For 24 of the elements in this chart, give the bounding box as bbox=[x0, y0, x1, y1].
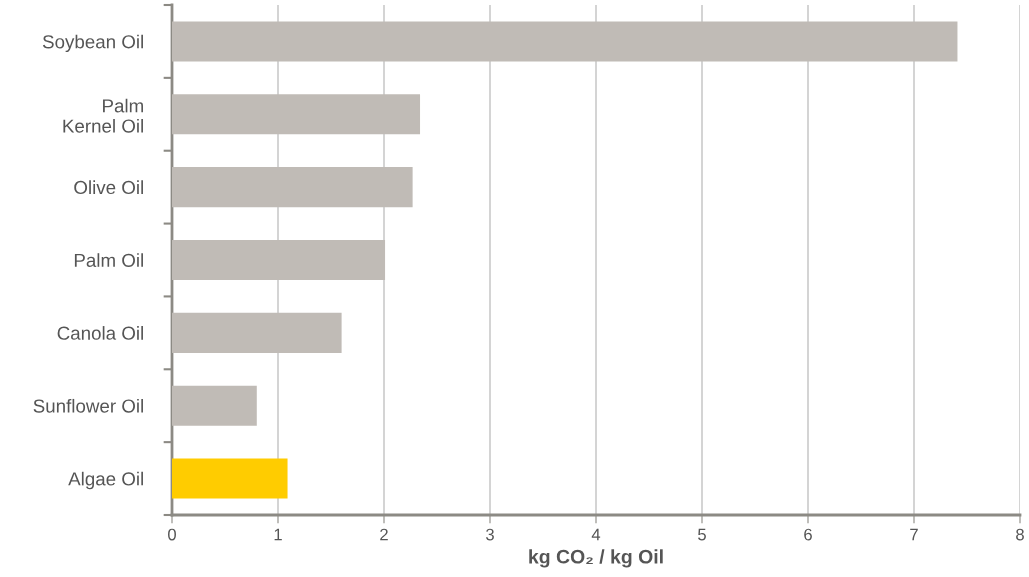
bar bbox=[172, 312, 342, 353]
y-tick-label: Sunflower Oil bbox=[33, 398, 143, 413]
x-axis-title: kg CO₂ / kg Oil bbox=[529, 549, 663, 568]
y-tick-label: Palm Kernel Oil bbox=[63, 98, 143, 133]
x-tick-label: 6 bbox=[804, 528, 812, 541]
x-tick-label: 8 bbox=[1016, 528, 1024, 541]
x-tick-label: 2 bbox=[380, 528, 388, 541]
bar bbox=[172, 167, 413, 208]
x-tick-label: 3 bbox=[486, 528, 494, 541]
x-tick-label: 0 bbox=[168, 528, 176, 541]
y-tick-label: Soybean Oil bbox=[42, 34, 143, 53]
bar bbox=[172, 458, 288, 499]
bar bbox=[172, 94, 421, 135]
x-tick-label: 1 bbox=[274, 528, 282, 541]
y-tick-label: Olive Oil bbox=[74, 180, 143, 195]
bar bbox=[172, 385, 257, 426]
bar bbox=[172, 239, 386, 281]
y-tick-label: Canola Oil bbox=[57, 326, 143, 340]
x-tick-label: 4 bbox=[591, 528, 601, 541]
y-tick-label: Algae Oil bbox=[68, 471, 143, 490]
bar bbox=[172, 21, 958, 62]
x-tick-label: 5 bbox=[698, 528, 706, 541]
y-tick-label: Palm Oil bbox=[74, 253, 143, 267]
x-tick-label: 7 bbox=[910, 528, 918, 541]
